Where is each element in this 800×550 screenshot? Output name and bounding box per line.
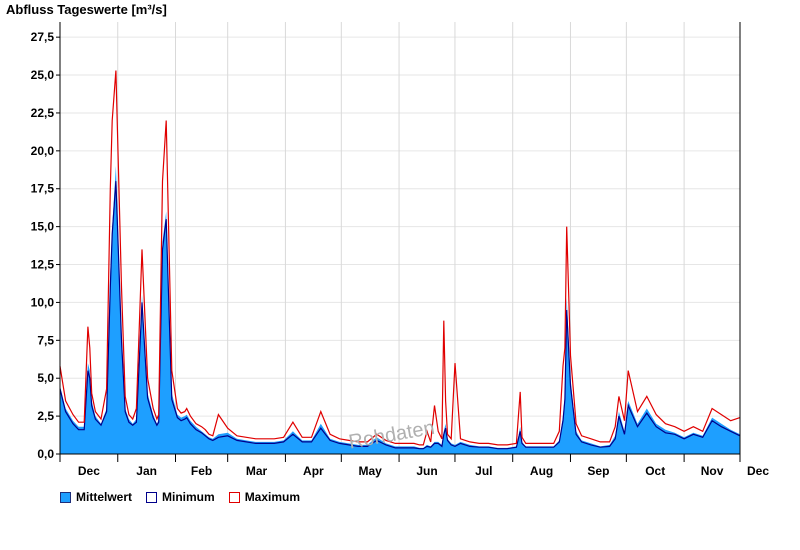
y-tick-label: 7,5 bbox=[37, 333, 54, 347]
y-tick-label: 27,5 bbox=[31, 30, 55, 44]
x-tick-label: Sep bbox=[587, 464, 609, 478]
x-tick-label: Jan bbox=[136, 464, 157, 478]
legend-item-mittelwert: Mittelwert bbox=[60, 490, 132, 504]
y-tick-label: 0,0 bbox=[37, 447, 54, 461]
y-tick-label: 2,5 bbox=[37, 409, 54, 423]
legend-label-maximum: Maximum bbox=[244, 490, 301, 504]
x-tick-label: Dec bbox=[78, 464, 100, 478]
x-tick-label: Oct bbox=[645, 464, 665, 478]
x-tick-label: Jul bbox=[475, 464, 492, 478]
y-tick-label: 22,5 bbox=[31, 106, 55, 120]
axes: 0,0 2,5 5,0 7,5 10,0 12,5 15,0 17,5 20,0 22,5 25,0… bbox=[31, 22, 769, 478]
x-tick-label: Aug bbox=[530, 464, 553, 478]
x-tick-label: May bbox=[359, 464, 383, 478]
chart-title: Abfluss Tageswerte [m³/s] bbox=[6, 2, 167, 17]
x-tick-label: Dec bbox=[747, 464, 769, 478]
legend-item-minimum: Minimum bbox=[146, 490, 215, 504]
y-tick-label: 20,0 bbox=[31, 144, 55, 158]
x-tick-label: Mar bbox=[246, 464, 268, 478]
legend-swatch-minimum bbox=[146, 491, 158, 503]
legend-label-minimum: Minimum bbox=[162, 490, 215, 504]
y-tick-label: 25,0 bbox=[31, 68, 55, 82]
legend-swatch-mittelwert bbox=[60, 491, 71, 503]
y-tick-label: 15,0 bbox=[31, 220, 55, 234]
legend: Mittelwert Minimum Maximum bbox=[60, 490, 300, 504]
legend-swatch-maximum bbox=[228, 491, 240, 503]
x-tick-label: Nov bbox=[701, 464, 724, 478]
y-tick-label: 10,0 bbox=[31, 295, 55, 309]
legend-label-mittelwert: Mittelwert bbox=[76, 490, 133, 504]
x-tick-label: Feb bbox=[191, 464, 212, 478]
y-tick-label: 17,5 bbox=[31, 182, 55, 196]
y-tick-label: 12,5 bbox=[31, 258, 55, 272]
series-layer bbox=[59, 70, 741, 454]
legend-item-maximum: Maximum bbox=[228, 490, 301, 504]
x-tick-label: Apr bbox=[303, 464, 324, 478]
x-tick-label: Jun bbox=[416, 464, 437, 478]
y-tick-label: 5,0 bbox=[37, 371, 54, 385]
series-line-minimum bbox=[59, 181, 741, 450]
series-line-maximum bbox=[59, 70, 741, 446]
